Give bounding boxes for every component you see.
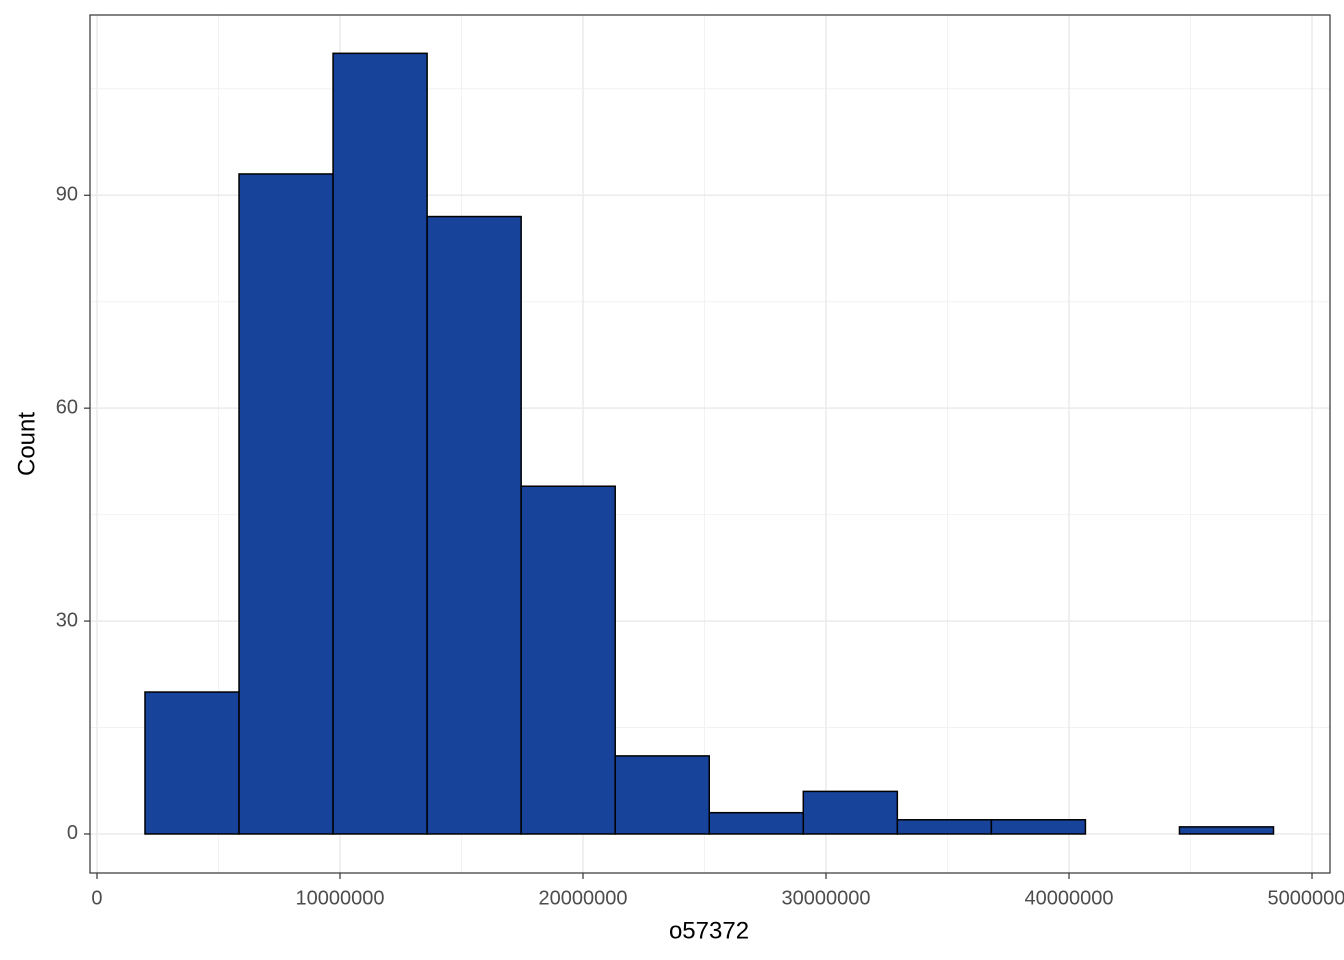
bar xyxy=(144,691,240,835)
bar xyxy=(332,52,428,835)
bar xyxy=(1178,826,1275,835)
x-tick-label: 10000000 xyxy=(296,887,385,909)
bar xyxy=(520,485,616,835)
y-tick-label: 60 xyxy=(56,396,78,418)
y-tick-label: 30 xyxy=(56,609,78,631)
panel-border xyxy=(89,14,1331,874)
bar xyxy=(990,819,1087,835)
bar xyxy=(896,819,993,835)
bar xyxy=(238,173,334,835)
y-axis-label: Count xyxy=(13,412,40,476)
bar xyxy=(614,755,710,835)
bar xyxy=(426,215,522,835)
y-tick-label: 90 xyxy=(56,184,78,206)
bar xyxy=(708,811,805,835)
x-tick-label: 30000000 xyxy=(782,887,871,909)
x-tick-label: 20000000 xyxy=(539,887,628,909)
x-tick-label: 40000000 xyxy=(1025,887,1114,909)
x-axis-label: o57372 xyxy=(669,917,749,944)
x-tick-label: 0 xyxy=(91,887,102,909)
y-tick-label: 0 xyxy=(67,822,78,844)
bar xyxy=(802,790,899,835)
